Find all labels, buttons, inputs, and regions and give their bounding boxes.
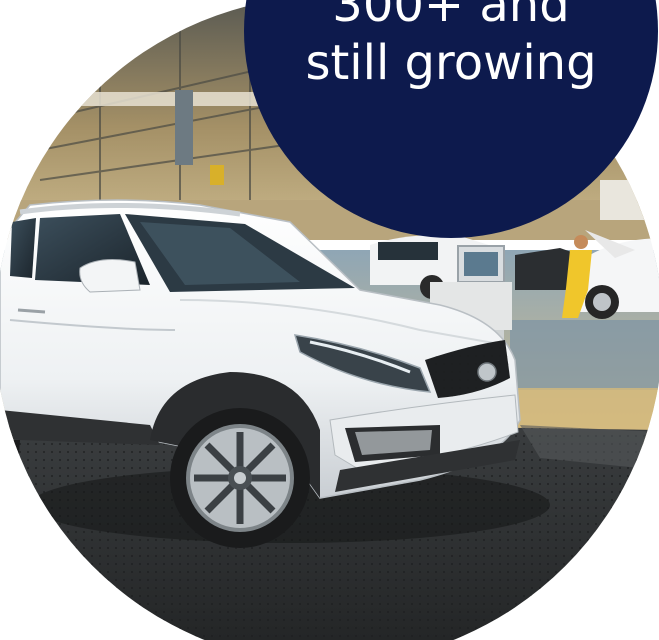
front-wheel — [170, 408, 310, 548]
headline-line-2: still growing — [305, 34, 596, 92]
headline-line-1: 300+ and — [332, 0, 569, 34]
